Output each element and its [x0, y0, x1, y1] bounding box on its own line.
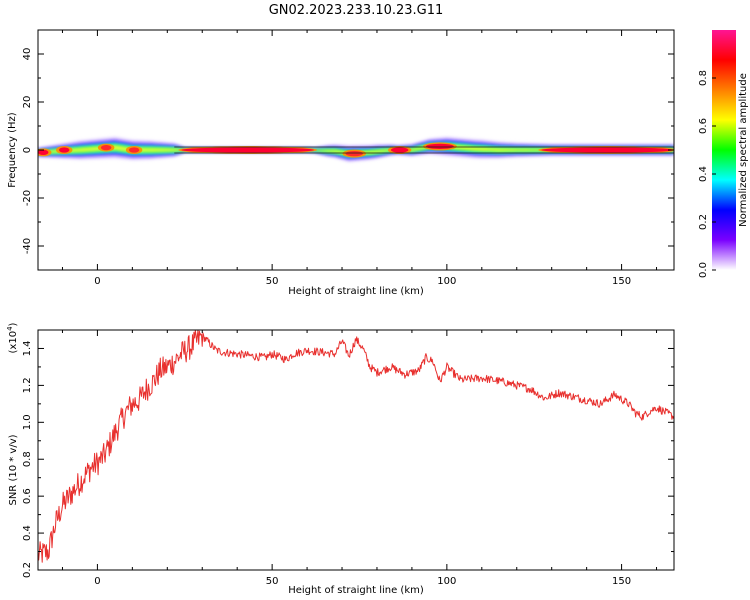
spectrogram-hotspot	[181, 147, 315, 153]
colorbar-ticks: 0.0 0.2 0.4 0.6 0.8	[698, 70, 716, 278]
spectrogram-x-label: Height of straight line (km)	[288, 286, 424, 297]
spectrogram-x-axis: 0 50 100 150	[61, 30, 658, 287]
colorbar-tick-label: 0.0	[698, 262, 709, 278]
snr-axes-frame	[37, 329, 675, 571]
colorbar-label: Normalized spectral amplitude	[738, 73, 749, 227]
snr-y-tick-label: 1.0	[22, 414, 33, 430]
spectrogram-x-tick-label: 150	[612, 276, 631, 287]
spectrogram-panel: 0 50 100 150 -40 -20 0 20 40 Height of straight…	[7, 29, 675, 297]
snr-y-tick-label: 1.2	[22, 377, 33, 393]
spectrogram-x-tick-label: 50	[266, 276, 279, 287]
spectrogram-y-axis: -40 -20 0 20 40	[22, 29, 674, 271]
spectrogram-hotspot	[38, 149, 49, 155]
spectrogram-y-tick-label: 20	[22, 96, 33, 109]
snr-y-axis: 0.2 0.4 0.6 0.8 1.0 1.2 1.4	[22, 329, 674, 578]
snr-x-tick-label: 50	[266, 576, 279, 587]
spectrogram-hotspot	[58, 147, 70, 153]
figure-title: GN02.2023.233.10.23.G11	[269, 3, 444, 18]
spectrogram-x-tick-label: 0	[94, 276, 100, 287]
spectrogram-y-tick-label: -20	[22, 190, 33, 206]
snr-x-tick-label: 100	[437, 576, 456, 587]
snr-series-line	[38, 330, 674, 563]
colorbar: 0.0 0.2 0.4 0.6 0.8 Normalized spectral ampl…	[698, 30, 749, 278]
spectrogram-y-tick-label: -40	[22, 238, 33, 254]
snr-x-axis: 0 50 100 150	[61, 330, 658, 587]
snr-y-tick-label: 0.6	[22, 488, 33, 504]
colorbar-gradient-bar	[712, 30, 736, 270]
spectrogram-hotspot	[100, 145, 112, 151]
spectrogram-hotspot	[345, 151, 363, 157]
spectrogram-hotspot	[128, 147, 140, 153]
spectrogram-band	[38, 136, 674, 162]
spectrogram-hotspot	[425, 143, 454, 149]
snr-panel: 0 50 100 150 0.2 0.4 0.6 0.8 1.0 1.2 1.4 Height o…	[6, 322, 675, 596]
snr-x-tick-label: 150	[612, 576, 631, 587]
snr-x-tick-label: 0	[94, 576, 100, 587]
snr-y-label: SNR (10 * v/v)	[8, 434, 19, 505]
snr-scale-label: (x104)	[6, 322, 19, 353]
colorbar-tick-label: 0.2	[698, 214, 709, 230]
spectrogram-y-tick-label: 0	[22, 147, 33, 153]
snr-y-tick-label: 0.2	[22, 562, 33, 578]
colorbar-tick-label: 0.8	[698, 70, 709, 86]
colorbar-tick-label: 0.6	[698, 118, 709, 134]
spectrogram-y-tick-label: 40	[22, 48, 33, 61]
snr-y-tick-label: 1.4	[22, 341, 33, 357]
spectrogram-y-label: Frequency (Hz)	[7, 112, 18, 188]
spectrogram-hotspot	[390, 147, 409, 153]
snr-y-tick-label: 0.8	[22, 451, 33, 467]
colorbar-tick-label: 0.4	[698, 166, 709, 182]
snr-y-tick-label: 0.4	[22, 525, 33, 541]
spectrogram-x-tick-label: 100	[437, 276, 456, 287]
snr-x-label: Height of straight line (km)	[288, 585, 424, 596]
spectrogram-hotspot	[541, 147, 674, 153]
